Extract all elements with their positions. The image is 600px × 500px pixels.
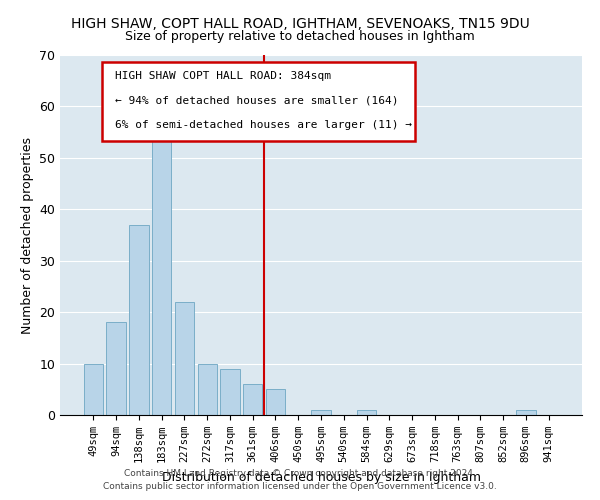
Bar — [266, 390, 285, 415]
Bar — [129, 224, 149, 415]
Bar — [106, 322, 126, 415]
Text: Contains HM Land Registry data © Crown copyright and database right 2024.
Contai: Contains HM Land Registry data © Crown c… — [103, 469, 497, 491]
Bar — [311, 410, 331, 415]
Text: ← 94% of detached houses are smaller (164): ← 94% of detached houses are smaller (16… — [115, 96, 398, 106]
Bar — [243, 384, 262, 415]
Bar — [357, 410, 376, 415]
Text: 6% of semi-detached houses are larger (11) →: 6% of semi-detached houses are larger (1… — [115, 120, 412, 130]
Text: HIGH SHAW COPT HALL ROAD: 384sqm: HIGH SHAW COPT HALL ROAD: 384sqm — [115, 71, 331, 81]
Bar — [220, 368, 239, 415]
Bar — [175, 302, 194, 415]
FancyBboxPatch shape — [102, 62, 415, 142]
Bar — [84, 364, 103, 415]
Y-axis label: Number of detached properties: Number of detached properties — [20, 136, 34, 334]
Text: HIGH SHAW, COPT HALL ROAD, IGHTHAM, SEVENOAKS, TN15 9DU: HIGH SHAW, COPT HALL ROAD, IGHTHAM, SEVE… — [71, 18, 529, 32]
Text: Size of property relative to detached houses in Ightham: Size of property relative to detached ho… — [125, 30, 475, 43]
Bar — [197, 364, 217, 415]
Bar — [152, 132, 172, 415]
Bar — [516, 410, 536, 415]
X-axis label: Distribution of detached houses by size in Ightham: Distribution of detached houses by size … — [161, 470, 481, 484]
